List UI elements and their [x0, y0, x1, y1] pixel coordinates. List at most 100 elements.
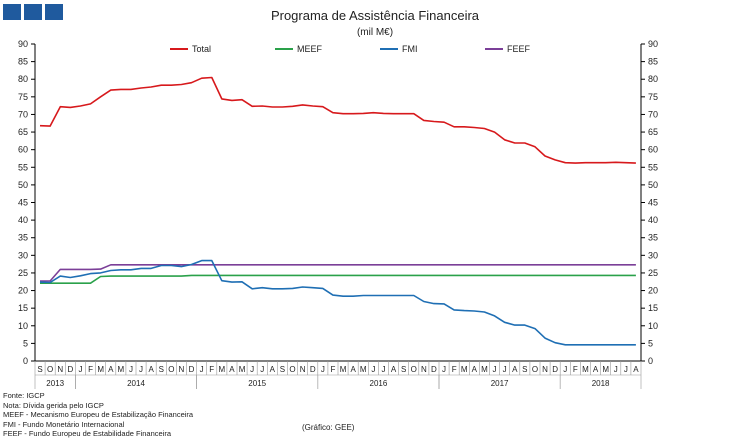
x-year-label: 2015: [248, 379, 266, 388]
x-month-label: F: [573, 365, 578, 374]
series-line-meef: [40, 274, 636, 285]
legend-item-fmi: FMI: [380, 44, 485, 54]
y-tick-label-left: 0: [23, 356, 28, 366]
y-tick-label-right: 30: [648, 250, 658, 260]
x-month-label: O: [168, 365, 174, 374]
x-month-label: S: [159, 365, 164, 374]
y-tick-label-left: 90: [18, 39, 28, 49]
y-tick-label-left: 25: [18, 268, 28, 278]
x-month-label: A: [350, 365, 356, 374]
x-month-label: M: [461, 365, 468, 374]
x-month-label: A: [270, 365, 276, 374]
x-month-label: J: [503, 365, 507, 374]
y-tick-label-right: 90: [648, 39, 658, 49]
legend-swatch-meef: [275, 48, 293, 50]
x-month-label: D: [189, 365, 195, 374]
y-tick-label-right: 75: [648, 92, 658, 102]
x-month-label: S: [401, 365, 406, 374]
y-tick-label-right: 15: [648, 303, 658, 313]
y-tick-label-left: 35: [18, 233, 28, 243]
legend-item-feef: FEEF: [485, 44, 590, 54]
chart-credit: (Gráfico: GEE): [302, 423, 355, 432]
x-month-label: O: [289, 365, 295, 374]
y-tick-label-left: 50: [18, 180, 28, 190]
x-month-label: N: [421, 365, 427, 374]
chart-notes: Fonte: IGCP Nota: Dívida gerida pelo IGC…: [3, 391, 193, 439]
x-month-label: J: [129, 365, 133, 374]
y-tick-label-left: 15: [18, 303, 28, 313]
x-year-label: 2017: [491, 379, 509, 388]
note-source: Fonte: IGCP: [3, 391, 45, 400]
legend-item-meef: MEEF: [275, 44, 380, 54]
x-month-label: A: [148, 365, 154, 374]
x-month-label: M: [118, 365, 125, 374]
chart-subtitle: (mil M€): [356, 27, 394, 38]
series-line-total: [39, 76, 636, 164]
legend-swatch-feef: [485, 48, 503, 50]
note-feef: FEEF - Fundo Europeu de Estabilidade Fin…: [3, 429, 172, 438]
x-month-label: D: [552, 365, 558, 374]
x-month-label: A: [593, 365, 599, 374]
y-tick-label-left: 70: [18, 109, 28, 119]
x-month-label: M: [360, 365, 367, 374]
note-scope: Nota: Dívida gerida pelo IGCP: [3, 400, 104, 410]
logo-square: [45, 4, 63, 20]
y-tick-label-left: 55: [18, 162, 28, 172]
x-month-label: J: [200, 365, 204, 374]
x-month-label: J: [371, 365, 375, 374]
y-tick-label-right: 0: [648, 356, 653, 366]
y-tick-label-left: 20: [18, 286, 28, 296]
y-tick-label-right: 20: [648, 286, 658, 296]
y-tick-label-left: 65: [18, 127, 28, 137]
x-month-label: A: [391, 365, 397, 374]
x-month-label: D: [431, 365, 437, 374]
x-month-label: M: [219, 365, 226, 374]
x-month-label: N: [542, 365, 548, 374]
x-month-label: N: [300, 365, 306, 374]
y-tick-label-right: 55: [648, 162, 658, 172]
x-month-label: O: [47, 365, 53, 374]
x-month-label: J: [139, 365, 143, 374]
x-year-label: 2014: [127, 379, 145, 388]
x-month-label: O: [411, 365, 417, 374]
y-tick-label-left: 85: [18, 57, 28, 67]
note-fmi: FMI - Fundo Monetário Internacional: [3, 419, 125, 429]
legend-item-total: Total: [170, 44, 275, 54]
x-month-label: S: [280, 365, 285, 374]
x-month-label: M: [97, 365, 104, 374]
x-month-label: J: [260, 365, 264, 374]
y-tick-label-right: 45: [648, 198, 658, 208]
x-month-label: J: [321, 365, 325, 374]
y-tick-label-left: 75: [18, 92, 28, 102]
y-tick-label-left: 45: [18, 198, 28, 208]
y-tick-label-right: 5: [648, 338, 653, 348]
x-month-label: A: [108, 365, 114, 374]
y-tick-label-right: 10: [648, 321, 658, 331]
y-tick-label-left: 60: [18, 145, 28, 155]
x-year-label: 2013: [46, 379, 64, 388]
chart-title: Programa de Assistência Financeira: [270, 8, 480, 23]
y-tick-label-right: 60: [648, 145, 658, 155]
x-month-label: F: [452, 365, 457, 374]
legend-label-meef: MEEF: [297, 44, 323, 54]
x-month-label: A: [633, 365, 639, 374]
x-month-label: A: [229, 365, 235, 374]
x-month-label: M: [481, 365, 488, 374]
x-month-label: J: [381, 365, 385, 374]
y-tick-label-right: 65: [648, 127, 658, 137]
y-tick-label-right: 70: [648, 109, 658, 119]
logo-square: [24, 4, 42, 20]
legend-swatch-total: [170, 48, 188, 50]
legend-label-feef: FEEF: [507, 44, 531, 54]
legend-label-total: Total: [192, 44, 212, 54]
x-month-label: D: [310, 365, 316, 374]
x-month-label: M: [582, 365, 589, 374]
igcp-logo-icon: [3, 4, 63, 20]
y-tick-label-right: 80: [648, 74, 658, 84]
x-month-label: D: [67, 365, 73, 374]
y-tick-label-left: 40: [18, 215, 28, 225]
x-month-label: J: [250, 365, 254, 374]
x-month-label: J: [614, 365, 618, 374]
x-month-label: O: [532, 365, 538, 374]
